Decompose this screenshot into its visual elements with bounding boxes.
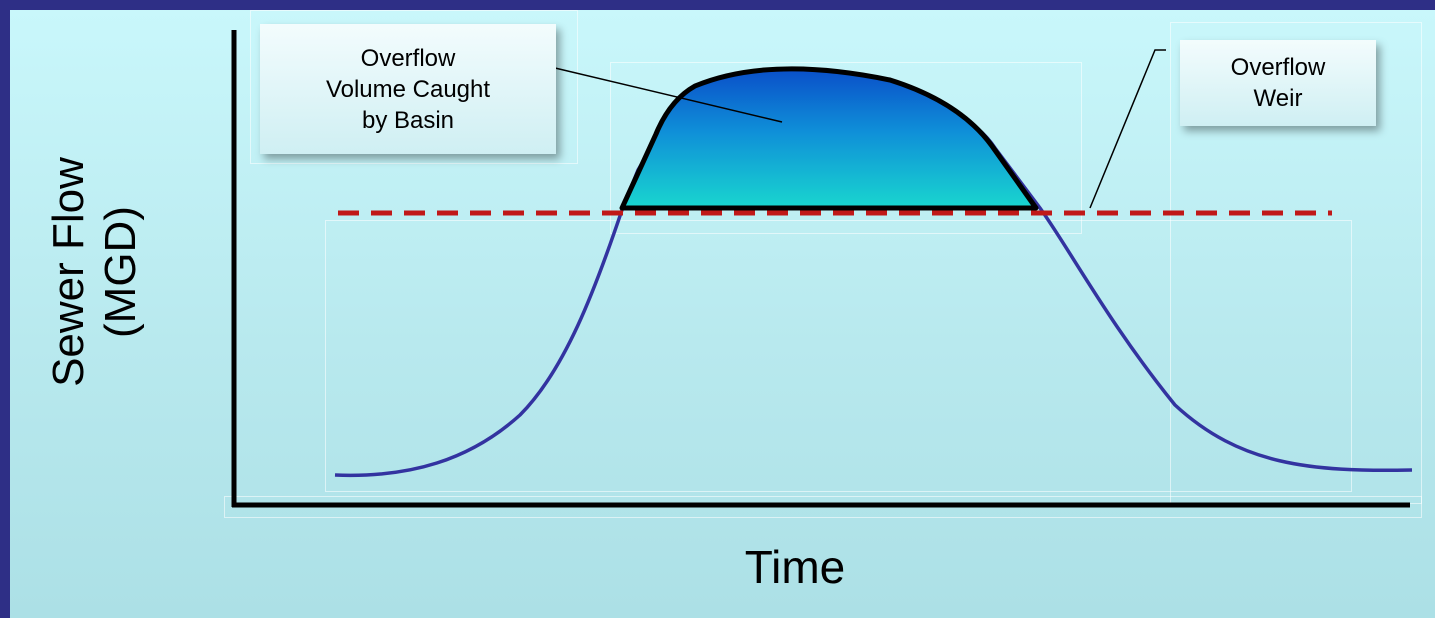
callout-line: Weir — [1253, 85, 1303, 112]
overflow-volume-region — [619, 66, 1039, 211]
slide-background: Sewer Flow (MGD) Overflow Volume Caught … — [10, 10, 1435, 618]
x-axis-label: Time — [744, 541, 846, 593]
overflow-weir-callout: Overflow Weir — [1180, 40, 1376, 126]
basin-callout-leader — [554, 67, 783, 123]
weir-callout-leader — [1089, 49, 1166, 209]
callout-line: Overflow — [1230, 54, 1326, 81]
callout-line: Volume Caught — [325, 75, 491, 103]
callout-line: Overflow — [360, 44, 456, 72]
callout-line: by Basin — [361, 106, 455, 134]
hydrograph-diagram — [231, 30, 1413, 508]
overflow-volume-callout: Overflow Volume Caught by Basin — [260, 24, 556, 154]
